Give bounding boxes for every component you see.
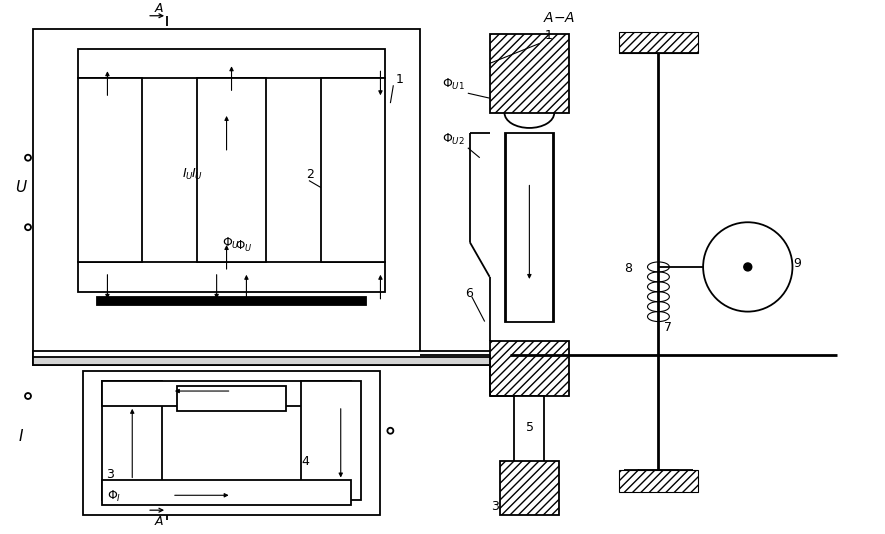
Bar (103, 381, 162, 500)
Bar (97, 297, 366, 305)
Text: $\Phi_U$: $\Phi_U$ (222, 236, 241, 251)
Text: $U$: $U$ (15, 179, 27, 195)
Text: $9$: $9$ (793, 257, 802, 270)
Text: $1$: $1$ (544, 29, 553, 42)
Text: $4$: $4$ (302, 456, 311, 468)
Bar (504, 133, 554, 321)
Bar (33, 29, 420, 356)
Text: $\Phi_U$: $\Phi_U$ (235, 239, 251, 254)
Bar (103, 481, 350, 505)
Text: $A$: $A$ (154, 515, 165, 528)
Text: $2$: $2$ (306, 168, 314, 180)
Text: $8$: $8$ (624, 262, 633, 275)
Bar (78, 262, 385, 292)
Text: $\Phi_{U1}$: $\Phi_{U1}$ (442, 77, 465, 92)
Bar (500, 460, 559, 515)
Bar (619, 470, 698, 492)
Bar (514, 396, 544, 475)
Bar (78, 78, 142, 262)
Text: $I_U$: $I_U$ (182, 167, 194, 182)
Text: $A$: $A$ (154, 2, 165, 15)
Circle shape (743, 263, 751, 271)
Text: $6$: $6$ (465, 287, 474, 300)
Bar (33, 357, 510, 365)
Text: $I$: $I$ (18, 428, 24, 444)
Text: $3$: $3$ (490, 500, 500, 513)
Bar (78, 49, 385, 78)
Text: $3$: $3$ (106, 468, 115, 482)
Bar (489, 341, 569, 396)
Text: $A{-}A$: $A{-}A$ (543, 11, 575, 25)
Bar (321, 78, 385, 262)
Bar (301, 381, 360, 500)
Bar (196, 78, 266, 262)
Bar (489, 34, 569, 113)
Bar (619, 32, 698, 53)
Text: $5$: $5$ (525, 421, 534, 434)
Bar (82, 371, 381, 515)
Text: $I_U$: $I_U$ (191, 167, 203, 182)
Text: $1$: $1$ (396, 73, 404, 87)
Text: $7$: $7$ (664, 321, 673, 334)
Bar (103, 381, 350, 406)
Bar (177, 386, 286, 411)
Text: $\Phi_{U2}$: $\Phi_{U2}$ (442, 132, 465, 147)
Text: $\Phi_I$: $\Phi_I$ (107, 489, 122, 504)
Bar (33, 351, 510, 365)
